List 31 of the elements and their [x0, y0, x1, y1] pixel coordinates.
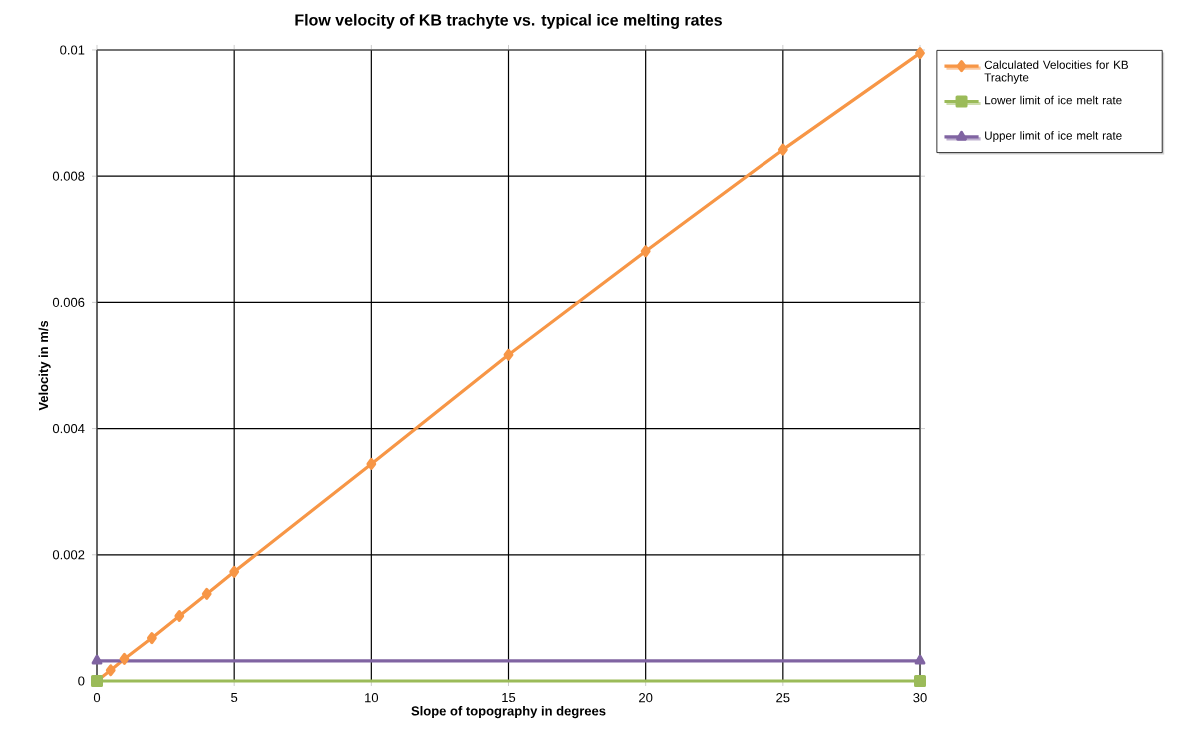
x-tick-label: 10: [365, 693, 379, 703]
y-tick-label: 0: [78, 676, 85, 686]
point: [503, 348, 514, 361]
y-tick-label: 0.004: [52, 423, 85, 434]
point: [915, 47, 925, 60]
y-tick-label: 0.008: [52, 171, 85, 181]
x-tick-label: 5: [231, 693, 238, 703]
point: [146, 632, 157, 645]
point: [366, 457, 377, 470]
point: [105, 664, 116, 677]
legend-label: Lower limit of ice melt rate: [985, 95, 1122, 105]
x-tick-label: 25: [776, 693, 790, 703]
point: [914, 674, 926, 687]
y-tick-label: 0.01: [60, 45, 85, 55]
point: [174, 609, 185, 622]
x-tick-label: 30: [913, 693, 927, 703]
point: [201, 587, 212, 600]
x-tick-label: 15: [502, 693, 516, 703]
x-tick-label: 0: [93, 693, 101, 703]
y-tick-label: 0.002: [52, 550, 85, 560]
x-axis-title: Slope of topography in degrees: [411, 706, 606, 719]
point: [119, 652, 130, 665]
legend-label: Calculated Velocities for KB Trachyte: [984, 60, 1128, 84]
point: [229, 565, 240, 578]
point: [640, 245, 651, 258]
legend-label: Upper limit of ice melt rate: [985, 131, 1122, 143]
y-axis-title: Velocity in m/s: [38, 320, 51, 411]
y-tick-label: 0.006: [52, 297, 85, 307]
chart-title: Flow velocity of KB trachyte vs. typical ice melting rates: [295, 13, 722, 29]
point: [777, 143, 788, 156]
x-tick-label: 20: [639, 693, 653, 703]
